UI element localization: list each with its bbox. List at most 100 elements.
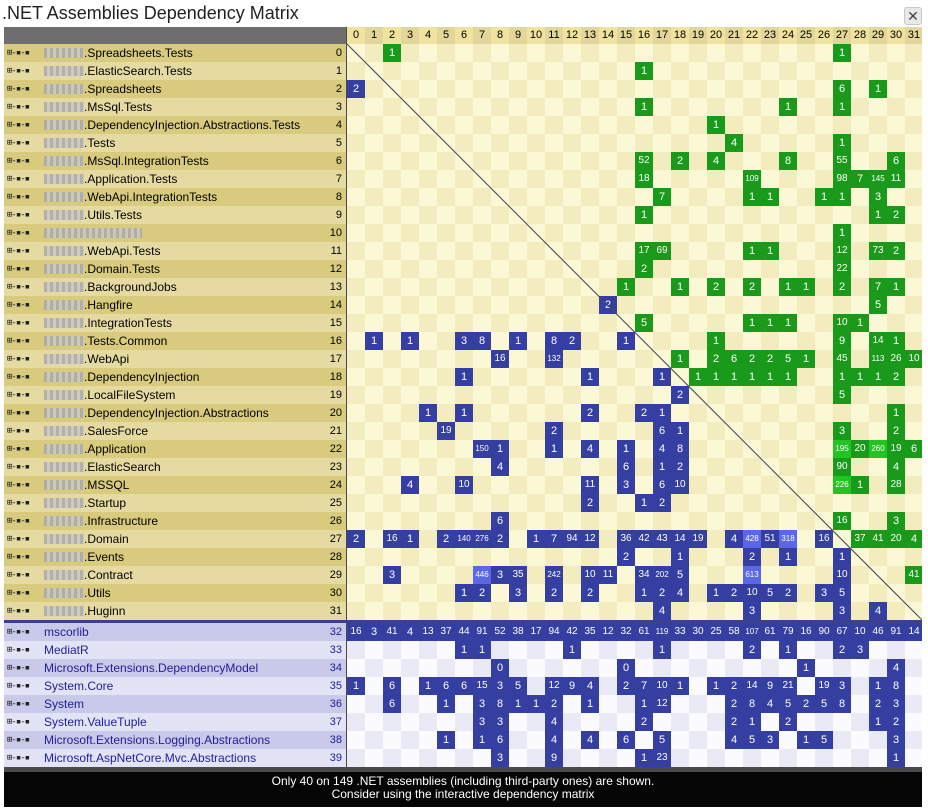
dependency-cell[interactable]: 90: [815, 623, 833, 641]
dependency-cell[interactable]: 94: [563, 530, 581, 548]
column-header-6[interactable]: 6: [455, 27, 473, 44]
dependency-cell[interactable]: 2: [635, 713, 653, 731]
dependency-cell[interactable]: 1: [833, 188, 851, 206]
expand-tree-icon[interactable]: ⊞-▪-▪: [7, 318, 30, 328]
dependency-cell[interactable]: 1: [851, 476, 869, 494]
dependency-cell[interactable]: 2: [869, 695, 887, 713]
dependency-cell[interactable]: 0: [491, 659, 509, 677]
dependency-cell[interactable]: 1: [689, 368, 707, 386]
dependency-cell[interactable]: 119: [653, 623, 671, 641]
dependency-cell[interactable]: 10: [851, 623, 869, 641]
dependency-cell[interactable]: 1: [887, 749, 905, 767]
dependency-cell[interactable]: 9: [761, 677, 779, 695]
column-header-16[interactable]: 16: [635, 27, 653, 44]
dependency-cell[interactable]: 5: [815, 695, 833, 713]
dependency-cell[interactable]: 1: [743, 188, 761, 206]
dependency-cell[interactable]: 1: [491, 440, 509, 458]
dependency-cell[interactable]: 79: [779, 623, 797, 641]
expand-tree-icon[interactable]: ⊞-▪-▪: [7, 120, 30, 130]
expand-tree-icon[interactable]: ⊞-▪-▪: [7, 336, 30, 346]
dependency-cell[interactable]: 20: [851, 440, 869, 458]
dependency-cell[interactable]: 9: [545, 749, 563, 767]
dependency-cell[interactable]: 2: [725, 713, 743, 731]
dependency-cell[interactable]: 5: [869, 296, 887, 314]
expand-tree-icon[interactable]: ⊞-▪-▪: [7, 462, 30, 472]
dependency-cell[interactable]: 2: [581, 494, 599, 512]
dependency-cell[interactable]: 1: [779, 314, 797, 332]
dependency-cell[interactable]: 2: [743, 548, 761, 566]
dependency-cell[interactable]: 91: [887, 623, 905, 641]
dependency-cell[interactable]: 1: [779, 98, 797, 116]
dependency-cell[interactable]: 4: [491, 458, 509, 476]
dependency-cell[interactable]: 6: [905, 440, 922, 458]
expand-tree-icon[interactable]: ⊞-▪-▪: [7, 156, 30, 166]
dependency-cell[interactable]: 1: [653, 368, 671, 386]
expand-tree-icon[interactable]: ⊞-▪-▪: [7, 498, 30, 508]
assembly-row-26[interactable]: ⊞-▪-▪ .Infrastructure 26: [4, 512, 346, 530]
dependency-cell[interactable]: 38: [509, 623, 527, 641]
dependency-cell[interactable]: 1: [779, 368, 797, 386]
column-header-9[interactable]: 9: [509, 27, 527, 44]
dependency-cell[interactable]: 11: [887, 170, 905, 188]
dependency-cell[interactable]: 8: [491, 695, 509, 713]
expand-tree-icon[interactable]: ⊞-▪-▪: [7, 408, 30, 418]
column-header-2[interactable]: 2: [383, 27, 401, 44]
dependency-cell[interactable]: 1: [833, 548, 851, 566]
dependency-cell[interactable]: 1: [563, 641, 581, 659]
dependency-cell[interactable]: 1: [797, 278, 815, 296]
dependency-cell[interactable]: 12: [581, 530, 599, 548]
dependency-cell[interactable]: 0: [617, 659, 635, 677]
dependency-cell[interactable]: 150: [473, 440, 491, 458]
dependency-cell[interactable]: 16: [491, 350, 509, 368]
dependency-cell[interactable]: 4: [887, 458, 905, 476]
dependency-cell[interactable]: 11: [599, 566, 617, 584]
dependency-cell[interactable]: 20: [887, 530, 905, 548]
expand-tree-icon[interactable]: ⊞-▪-▪: [7, 192, 30, 202]
expand-tree-icon[interactable]: ⊞-▪-▪: [7, 390, 30, 400]
external-assembly-row-37[interactable]: ⊞-▪-▪ System.ValueTuple 37: [4, 713, 346, 731]
dependency-cell[interactable]: 30: [689, 623, 707, 641]
dependency-cell[interactable]: 10: [905, 350, 922, 368]
dependency-cell[interactable]: 4: [671, 584, 689, 602]
dependency-cell[interactable]: 4: [653, 440, 671, 458]
external-assembly-row-33[interactable]: ⊞-▪-▪ MediatR 33: [4, 641, 346, 659]
expand-tree-icon[interactable]: ⊞-▪-▪: [7, 102, 30, 112]
dependency-cell[interactable]: 276: [473, 530, 491, 548]
dependency-cell[interactable]: 90: [833, 458, 851, 476]
dependency-cell[interactable]: 14: [743, 677, 761, 695]
dependency-cell[interactable]: 1: [707, 368, 725, 386]
external-assembly-row-35[interactable]: ⊞-▪-▪ System.Core 35: [4, 677, 346, 695]
dependency-cell[interactable]: 2: [617, 677, 635, 695]
dependency-cell[interactable]: 17: [635, 242, 653, 260]
dependency-cell[interactable]: 1: [509, 695, 527, 713]
dependency-cell[interactable]: 35: [509, 566, 527, 584]
dependency-cell[interactable]: 46: [869, 623, 887, 641]
external-assembly-row-38[interactable]: ⊞-▪-▪ Microsoft.Extensions.Logging.Abstra…: [4, 731, 346, 749]
dependency-cell[interactable]: 3: [869, 188, 887, 206]
dependency-cell[interactable]: 10: [455, 476, 473, 494]
dependency-cell[interactable]: 9: [563, 677, 581, 695]
dependency-cell[interactable]: 1: [779, 548, 797, 566]
dependency-cell[interactable]: 2: [545, 422, 563, 440]
dependency-cell[interactable]: 1: [455, 584, 473, 602]
expand-tree-icon[interactable]: ⊞-▪-▪: [7, 753, 30, 763]
dependency-cell[interactable]: 1: [617, 278, 635, 296]
assembly-row-0[interactable]: ⊞-▪-▪ .Spreadsheets.Tests 0: [4, 44, 346, 62]
column-header-7[interactable]: 7: [473, 27, 491, 44]
dependency-cell[interactable]: 12: [599, 623, 617, 641]
dependency-cell[interactable]: 1: [869, 677, 887, 695]
dependency-cell[interactable]: 12: [545, 677, 563, 695]
dependency-cell[interactable]: 3: [455, 332, 473, 350]
dependency-cell[interactable]: 5: [635, 314, 653, 332]
assembly-row-7[interactable]: ⊞-▪-▪ .Application.Tests 7: [4, 170, 346, 188]
column-header-17[interactable]: 17: [653, 27, 671, 44]
dependency-cell[interactable]: 1: [635, 584, 653, 602]
dependency-cell[interactable]: 52: [491, 623, 509, 641]
dependency-cell[interactable]: 2: [833, 278, 851, 296]
dependency-cell[interactable]: 1: [833, 224, 851, 242]
dependency-cell[interactable]: 1: [653, 458, 671, 476]
dependency-cell[interactable]: 4: [707, 152, 725, 170]
expand-tree-icon[interactable]: ⊞-▪-▪: [7, 444, 30, 454]
dependency-cell[interactable]: 2: [617, 548, 635, 566]
dependency-cell[interactable]: 1: [671, 350, 689, 368]
